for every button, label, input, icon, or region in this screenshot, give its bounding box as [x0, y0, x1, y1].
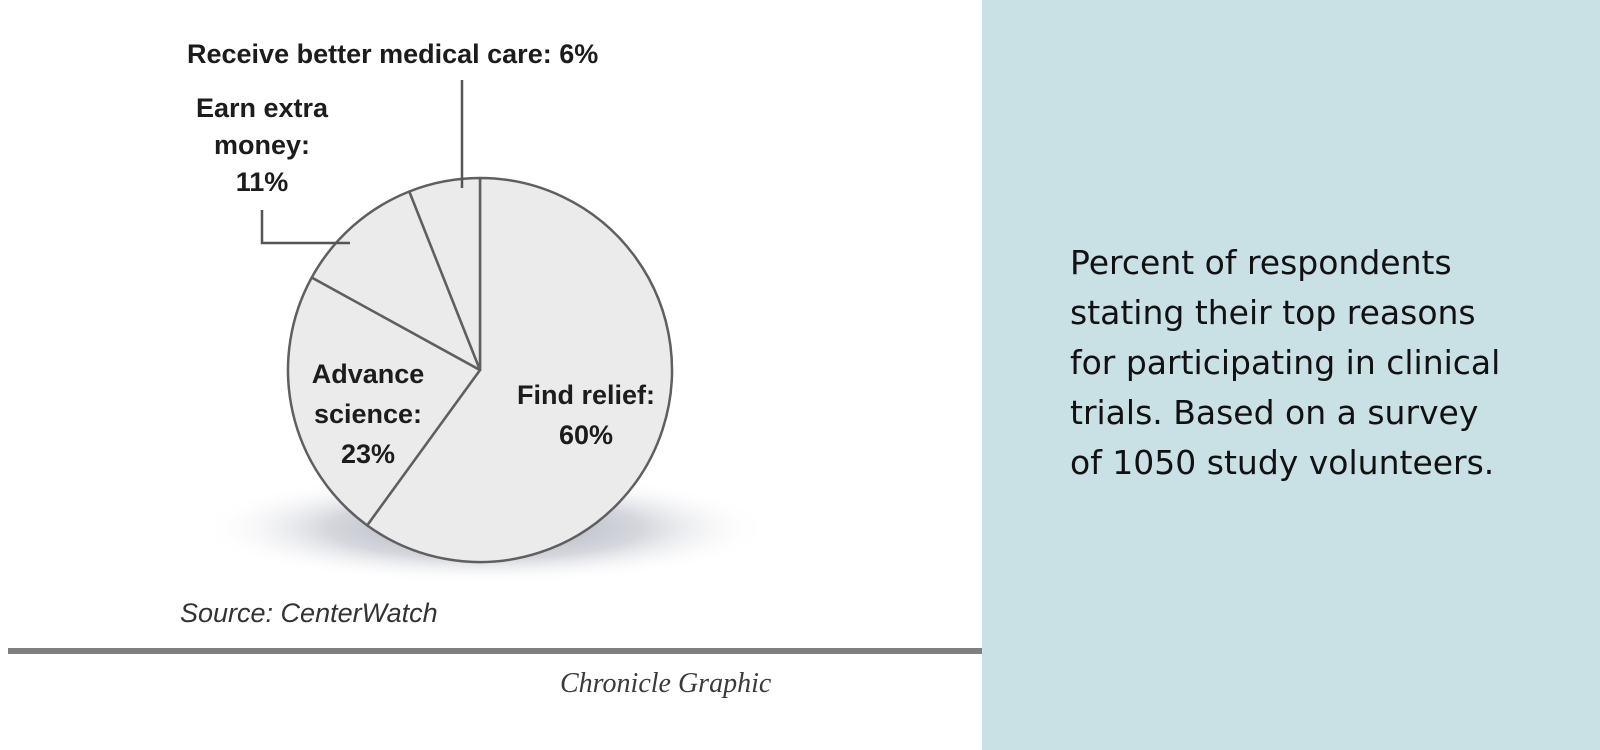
label-medical-care: Receive better medical care: 6% — [187, 39, 598, 69]
label-earn-extra-money: Earn extra money: 11% — [196, 93, 329, 197]
slice-earn-extra-money — [310, 190, 482, 372]
slice-advance-science — [286, 276, 482, 527]
source-note: Source: CenterWatch — [180, 598, 438, 628]
pie-chart: Receive better medical care: 6% Earn extr… — [187, 39, 770, 584]
slice-find-relief — [365, 176, 674, 564]
slice-medical-care — [408, 176, 482, 372]
leader-line-earn-extra-money — [260, 210, 350, 245]
label-advance-science: Advance science: 23% — [312, 359, 425, 469]
caption-panel: Percent of respondents stating their top… — [982, 0, 1600, 750]
chart-panel: Receive better medical care: 6% Earn extr… — [8, 39, 982, 699]
caption-text: Percent of respondents stating their top… — [1070, 243, 1501, 482]
label-find-relief: Find relief: 60% — [517, 380, 655, 450]
credit-note: Chronicle Graphic — [560, 668, 772, 699]
divider-rule — [8, 648, 982, 654]
